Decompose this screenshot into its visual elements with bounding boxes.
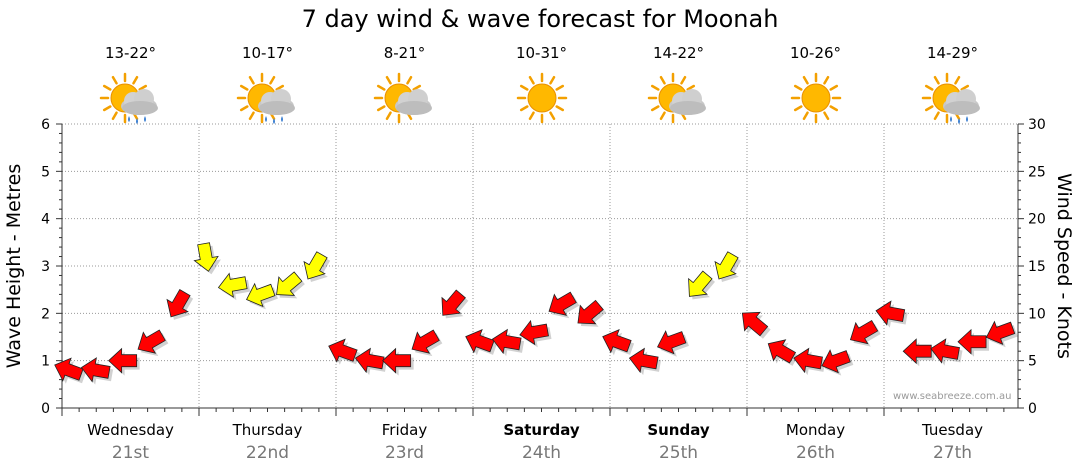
wind-arrow <box>166 289 191 318</box>
wind-arrow <box>441 289 466 316</box>
y-tick-label-left: 4 <box>41 212 50 228</box>
y-tick-label-right: 20 <box>1028 212 1046 228</box>
wind-arrow <box>382 347 412 374</box>
wind-arrow <box>54 357 84 382</box>
temp-range: 10-17° <box>241 44 294 62</box>
wind-arrow <box>217 272 248 298</box>
date-label: 23rd <box>384 443 425 463</box>
credit-link[interactable]: www.seabreeze.com.au <box>893 391 1012 402</box>
y-tick-label-right: 15 <box>1028 259 1046 275</box>
date-label: 26th <box>795 443 836 463</box>
wind-arrow <box>602 329 632 354</box>
wind-arrow <box>628 347 659 374</box>
sun-cloud-icon <box>647 72 706 124</box>
chart-title: 7 day wind & wave forecast for Moonah <box>301 5 779 33</box>
sun-cloud-rain-icon <box>921 72 980 124</box>
wind-arrow <box>108 347 138 374</box>
wind-arrow <box>985 320 1016 345</box>
wind-arrow <box>821 349 851 374</box>
y-tick-label-left: 1 <box>41 354 50 370</box>
wind-arrow <box>577 299 604 325</box>
sun-cloud-rain-icon <box>99 72 158 124</box>
wind-arrow <box>767 339 797 364</box>
wind-arrow <box>137 329 166 354</box>
sun-cloud-rain-icon <box>236 72 295 124</box>
sun-icon <box>516 72 567 124</box>
day-label: Thursday <box>232 421 303 439</box>
day-label: Saturday <box>503 421 580 439</box>
day-label: Wednesday <box>87 421 174 439</box>
wind-arrow <box>688 270 713 297</box>
wind-arrow <box>714 251 739 280</box>
y-tick-label-right: 0 <box>1028 401 1037 417</box>
temp-range: 13-22° <box>104 44 157 62</box>
wind-arrow <box>411 329 440 354</box>
temp-range: 14-22° <box>652 44 705 62</box>
wind-arrow <box>80 357 111 383</box>
y-tick-label-left: 3 <box>41 259 50 275</box>
y-tick-label-right: 10 <box>1028 306 1046 322</box>
y-tick-label-left: 2 <box>41 306 50 322</box>
day-label: Sunday <box>647 421 710 439</box>
temp-range: 10-31° <box>515 44 568 62</box>
sun-cloud-icon <box>373 72 432 124</box>
date-label: 27th <box>932 443 973 463</box>
sun-icon <box>790 72 841 124</box>
day-label: Tuesday <box>921 421 984 439</box>
wind-arrow <box>902 338 932 365</box>
wind-arrow <box>519 319 549 346</box>
wind-arrow <box>193 242 219 272</box>
wind-arrow <box>957 328 987 355</box>
day-label: Friday <box>381 421 428 439</box>
wind-arrow <box>354 347 385 374</box>
y-tick-label-right: 5 <box>1028 354 1037 370</box>
wind-arrow <box>276 271 303 296</box>
wind-arrow <box>741 311 769 337</box>
wind-arrow <box>657 330 687 355</box>
wind-arrow <box>465 329 495 354</box>
y-tick-label-right: 25 <box>1028 164 1046 180</box>
y-tick-label-left: 0 <box>41 401 50 417</box>
wind-arrow <box>246 282 276 308</box>
y-axis-right-label: Wind Speed - Knots <box>1053 173 1075 359</box>
y-tick-label-left: 5 <box>41 164 50 180</box>
wind-arrow <box>491 328 522 355</box>
wind-arrow <box>548 291 577 316</box>
date-label: 22nd <box>245 443 290 463</box>
temp-range: 14-29° <box>926 44 979 62</box>
wind-arrow <box>303 251 328 280</box>
temp-range: 10-26° <box>789 44 842 62</box>
day-label: Monday <box>785 421 846 439</box>
wind-arrow <box>849 320 879 345</box>
date-label: 24th <box>521 443 562 463</box>
y-axis-left-label: Wave Height - Metres <box>3 163 25 369</box>
y-tick-label-right: 30 <box>1028 117 1046 133</box>
date-label: 21st <box>111 443 150 463</box>
wind-arrow <box>930 338 960 364</box>
date-label: 25th <box>658 443 699 463</box>
y-tick-label-left: 6 <box>41 117 50 133</box>
wind-arrow <box>793 347 823 374</box>
wind-arrow <box>875 300 906 326</box>
wind-arrow <box>328 338 358 363</box>
temp-range: 8-21° <box>383 44 426 62</box>
